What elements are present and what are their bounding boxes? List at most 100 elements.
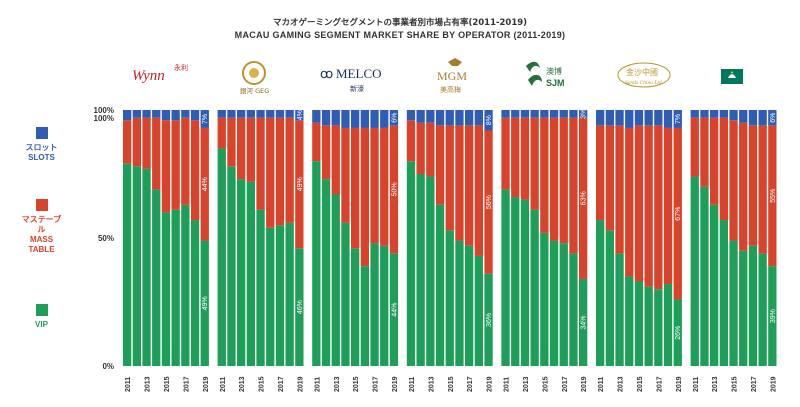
bar-segment-mass	[520, 117, 530, 200]
x-tick-label: 2015	[353, 376, 360, 392]
bar-segment-slots	[217, 110, 226, 118]
bar-segment-slots	[285, 110, 294, 118]
bar-segment-slots	[152, 110, 161, 118]
data-label-slots: 3%	[581, 109, 588, 119]
bar-segment-vip	[321, 179, 331, 366]
bar-segment-mass	[237, 117, 246, 180]
data-label-mass: 63%	[581, 191, 588, 205]
svg-text:美高梅: 美高梅	[440, 85, 461, 94]
bar-segment-mass	[559, 117, 568, 244]
bar-segment-slots	[200, 110, 209, 128]
bar-segment-vip	[445, 230, 454, 366]
bar-segment-vip	[161, 212, 171, 366]
svg-text:ꝏ: ꝏ	[320, 66, 333, 81]
x-tick-label: 2017	[656, 376, 663, 392]
bar-segment-slots	[295, 110, 304, 121]
x-tick-label: 2011	[693, 377, 700, 392]
bar-segment-slots	[256, 110, 265, 118]
bar-segment-mass	[285, 117, 294, 223]
bar-segment-slots	[237, 110, 246, 118]
bar-segment-mass	[663, 127, 673, 285]
bar-segment-slots	[768, 110, 777, 126]
bar-segment-mass	[200, 127, 209, 241]
bar-segment-vip	[569, 253, 578, 366]
data-label-slots: 6%	[391, 113, 398, 123]
bar-segment-vip	[673, 299, 682, 366]
bar-segment-mass	[152, 117, 161, 190]
x-tick-label: 2013	[239, 376, 246, 392]
bar-segment-mass	[312, 122, 321, 162]
legend-item-mass: マステーブル MASS TABLE	[14, 199, 69, 255]
x-tick-label: 2015	[164, 376, 171, 392]
x-tick-label: 2013	[145, 376, 152, 392]
x-tick-label: 2019	[297, 376, 304, 392]
bar-segment-slots	[331, 110, 340, 126]
bar-segment-mass	[227, 117, 236, 167]
bar-segment-mass	[389, 125, 399, 254]
bar-segment-slots	[520, 110, 530, 118]
bar-segment-vip	[663, 284, 673, 366]
bar-segment-vip	[501, 189, 510, 366]
x-tick-label: 2015	[732, 376, 739, 392]
svg-text:澳博: 澳博	[546, 66, 562, 76]
bar-segment-vip	[123, 163, 132, 366]
bar-segment-vip	[246, 181, 255, 366]
bar-segment-mass	[644, 125, 653, 287]
x-tick-label: 2015	[259, 376, 266, 392]
x-tick-label: 2011	[409, 377, 416, 392]
bar-segment-mass	[181, 117, 190, 205]
melco-logo: ꝏ MELCO 新濠	[318, 58, 398, 96]
bar-segment-slots	[142, 110, 151, 118]
data-label-slots: 6%	[770, 113, 777, 123]
bar-segment-mass	[748, 125, 758, 246]
bar-segment-mass	[768, 125, 777, 267]
legend-item-slots: スロット SLOTS	[14, 127, 69, 163]
bar-segment-mass	[465, 125, 474, 246]
bar-segment-mass	[435, 125, 445, 205]
bar-segment-mass	[171, 120, 180, 210]
bar-segment-mass	[501, 117, 510, 190]
bar-segment-slots	[181, 110, 190, 118]
bar-segment-vip	[217, 148, 226, 366]
bar-segment-mass	[710, 117, 719, 205]
bar-segment-slots	[673, 110, 682, 128]
y-tick-label: 100%	[94, 106, 114, 115]
bar-segment-slots	[455, 110, 464, 126]
bar-segment-mass	[331, 125, 340, 195]
bar-segment-vip	[285, 222, 294, 366]
bar-segment-slots	[634, 110, 644, 126]
bar-segment-slots	[190, 110, 200, 121]
bar-segment-mass	[673, 127, 682, 300]
x-tick-label: 2017	[751, 376, 758, 392]
bar-segment-slots	[321, 110, 331, 126]
data-label-slots: 7%	[675, 114, 682, 124]
data-label-mass: 55%	[770, 189, 777, 203]
bar-segment-mass	[700, 117, 709, 187]
bar-segment-mass	[266, 117, 275, 228]
bar-segment-slots	[341, 110, 350, 128]
bar-segment-mass	[275, 117, 285, 226]
bar-segment-slots	[312, 110, 321, 123]
bar-segment-vip	[634, 281, 644, 366]
x-tick-label: 2019	[203, 376, 210, 392]
x-tick-label: 2011	[125, 377, 132, 392]
bar-segment-vip	[275, 225, 285, 366]
bar-segment-vip	[758, 253, 767, 366]
x-tick-label: 2019	[392, 376, 399, 392]
legend-label-vip: VIP	[35, 320, 48, 329]
bar-segment-vip	[227, 166, 236, 366]
data-label-slots: 8%	[486, 115, 493, 125]
bar-segment-slots	[530, 110, 539, 118]
bar-segment-vip	[700, 186, 709, 366]
bar-segment-mass	[484, 130, 493, 274]
bar-segment-vip	[455, 240, 464, 366]
data-label-vip: 46%	[297, 300, 304, 314]
bar-segment-slots	[435, 110, 445, 126]
x-tick-label: 2019	[487, 376, 494, 392]
bar-segment-slots	[171, 110, 180, 121]
bar-segment-mass	[729, 120, 738, 241]
x-tick-label: 2019	[676, 376, 683, 392]
bar-segment-slots	[360, 110, 369, 128]
bar-segment-vip	[152, 189, 161, 366]
